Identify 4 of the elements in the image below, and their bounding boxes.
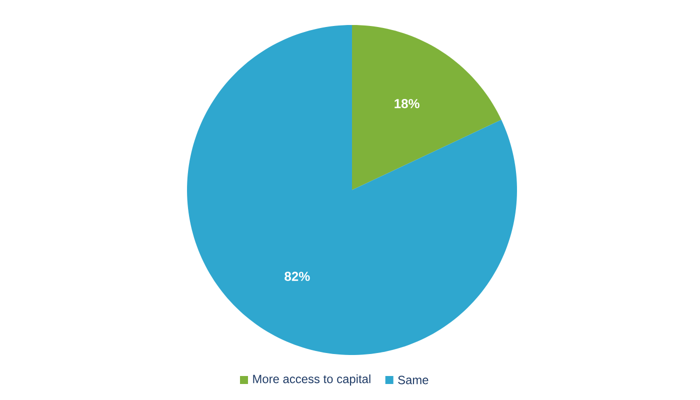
legend-label: More access to capital [253,374,370,386]
legend-label: Same [398,376,428,384]
data-label: 18% [394,99,420,108]
data-label: 82% [284,272,310,281]
